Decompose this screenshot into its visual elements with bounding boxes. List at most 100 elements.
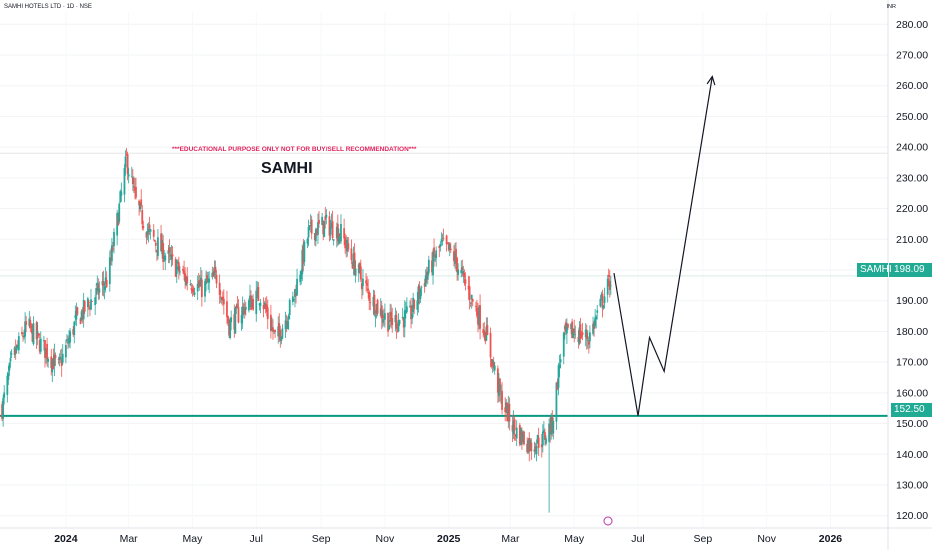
- candle: [105, 271, 108, 288]
- candle-body: [542, 430, 545, 432]
- candle: [264, 297, 267, 314]
- candle: [64, 339, 67, 364]
- candle: [257, 282, 260, 302]
- candle: [395, 310, 398, 339]
- candle-body: [148, 224, 151, 229]
- candle-body: [464, 279, 467, 284]
- candle-body: [405, 306, 408, 313]
- candle: [499, 377, 501, 402]
- candle-body: [541, 431, 544, 446]
- candle: [424, 269, 427, 287]
- candle: [285, 314, 288, 333]
- candle-body: [263, 302, 266, 306]
- candle-body: [278, 323, 281, 333]
- candle-body: [126, 154, 129, 174]
- candle-body: [308, 224, 311, 227]
- candle-body: [104, 277, 107, 285]
- candle-body: [508, 403, 511, 422]
- candle: [369, 292, 372, 311]
- candle-body: [7, 373, 10, 380]
- candle: [233, 304, 236, 338]
- candle: [299, 270, 302, 286]
- candle: [316, 227, 318, 236]
- candle: [359, 259, 362, 283]
- candle-body: [369, 302, 372, 303]
- candle-body: [389, 312, 392, 322]
- candle-body: [164, 255, 167, 261]
- candle: [551, 410, 554, 437]
- candle: [594, 309, 597, 329]
- candle: [6, 371, 9, 403]
- candle: [243, 299, 246, 319]
- projection-line: [613, 76, 713, 416]
- candle-body: [344, 237, 347, 249]
- candle-body: [243, 306, 246, 315]
- candle-body: [174, 258, 177, 277]
- candle-body: [226, 301, 228, 318]
- candle-body: [179, 271, 181, 273]
- candle-body: [51, 359, 54, 373]
- candle: [13, 345, 16, 359]
- candle: [431, 252, 433, 276]
- candle: [258, 302, 261, 311]
- candle-body: [423, 283, 426, 287]
- candle-body: [354, 268, 357, 276]
- candle: [596, 305, 599, 320]
- candle: [544, 428, 546, 446]
- price-tick-label: 140.00: [896, 449, 928, 461]
- candle-body: [330, 222, 333, 229]
- candle-body: [162, 243, 165, 262]
- candle: [328, 211, 331, 242]
- candle-body: [250, 295, 252, 310]
- candle: [441, 233, 444, 246]
- candle: [380, 300, 383, 330]
- time-tick-label: May: [183, 533, 204, 545]
- candle-body: [309, 222, 312, 224]
- candle: [229, 317, 232, 340]
- candle-body: [119, 191, 122, 202]
- candle: [309, 214, 312, 233]
- candle-body: [89, 307, 91, 310]
- candle: [170, 245, 173, 267]
- candle: [176, 259, 179, 270]
- candle: [169, 247, 172, 261]
- arrowhead-icon: [706, 75, 716, 86]
- candle-body: [337, 235, 340, 244]
- candle-body: [8, 363, 11, 371]
- candle: [43, 335, 45, 351]
- candle-body: [154, 242, 157, 246]
- candle: [140, 189, 143, 209]
- candle-body: [412, 297, 415, 312]
- candle-body: [265, 305, 268, 312]
- candle-body: [314, 229, 317, 242]
- candle-body: [507, 405, 510, 419]
- candle-body: [279, 329, 282, 341]
- candle: [463, 269, 466, 286]
- candle-body: [262, 305, 265, 310]
- candle: [183, 260, 185, 281]
- candle-body: [477, 311, 479, 325]
- candle: [227, 315, 229, 326]
- candle-body: [550, 414, 553, 435]
- time-tick-label: Mar: [120, 533, 139, 545]
- grid-lines: [0, 12, 888, 528]
- candle-body: [219, 296, 222, 299]
- candle-body: [142, 225, 145, 229]
- candle: [103, 282, 106, 300]
- candle-body: [54, 355, 57, 359]
- candle: [372, 289, 375, 316]
- candle-body: [603, 296, 606, 304]
- candle-body: [439, 243, 442, 248]
- candle: [522, 430, 524, 445]
- candle-body: [456, 257, 458, 273]
- candle-body: [440, 238, 443, 240]
- candle: [293, 298, 295, 302]
- candle: [134, 177, 136, 200]
- candle-body: [345, 243, 348, 248]
- price-tick-label: 230.00: [896, 172, 928, 184]
- candle-body: [135, 186, 137, 198]
- candle-body: [380, 305, 383, 319]
- candle-body: [299, 274, 302, 282]
- candle: [179, 266, 181, 276]
